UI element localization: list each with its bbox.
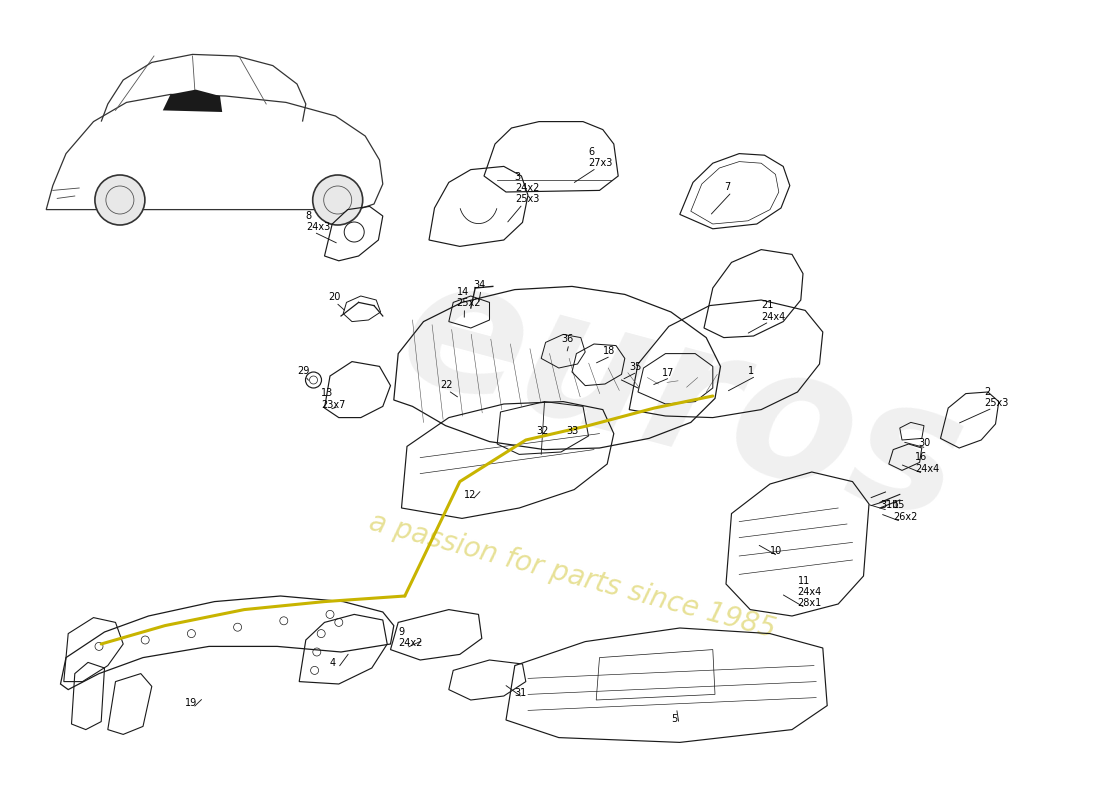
Text: 10: 10 (770, 546, 782, 556)
Text: 17: 17 (662, 367, 674, 378)
Text: 20: 20 (328, 292, 340, 302)
Text: 35: 35 (629, 362, 641, 372)
Text: 12: 12 (464, 490, 476, 500)
Text: 30: 30 (918, 438, 931, 448)
Circle shape (312, 175, 363, 225)
Text: 31: 31 (515, 688, 527, 698)
Text: 19: 19 (185, 698, 197, 708)
Text: 2
25x3: 2 25x3 (984, 387, 1009, 408)
Text: 18: 18 (603, 346, 615, 356)
Text: 13
23x7: 13 23x7 (321, 389, 345, 410)
Text: 34: 34 (473, 279, 485, 290)
Text: 11
24x4
28x1: 11 24x4 28x1 (798, 576, 822, 608)
Text: 3
24x2
25x3: 3 24x2 25x3 (515, 172, 539, 204)
Circle shape (95, 175, 145, 225)
Text: 5: 5 (671, 714, 678, 724)
Text: 1: 1 (748, 366, 755, 376)
Text: 4: 4 (330, 658, 337, 668)
Text: 16
24x4: 16 24x4 (915, 453, 939, 474)
Text: 6
27x3: 6 27x3 (588, 146, 613, 168)
Text: 14
25x2: 14 25x2 (456, 286, 481, 308)
Text: 21
24x4: 21 24x4 (761, 301, 785, 322)
Text: 31b: 31b (880, 501, 899, 510)
Text: 7: 7 (724, 182, 730, 192)
Text: 29: 29 (297, 366, 309, 376)
Text: 8
24x3: 8 24x3 (306, 210, 330, 232)
Text: 32: 32 (537, 426, 549, 436)
Text: 9
24x2: 9 24x2 (398, 627, 422, 648)
Polygon shape (163, 90, 222, 112)
Text: 36: 36 (561, 334, 573, 344)
Text: euros: euros (383, 241, 981, 559)
Text: a passion for parts since 1985: a passion for parts since 1985 (365, 508, 779, 644)
Text: 22: 22 (440, 380, 452, 390)
Text: 15
26x2: 15 26x2 (893, 501, 917, 522)
Text: 33: 33 (566, 426, 579, 436)
